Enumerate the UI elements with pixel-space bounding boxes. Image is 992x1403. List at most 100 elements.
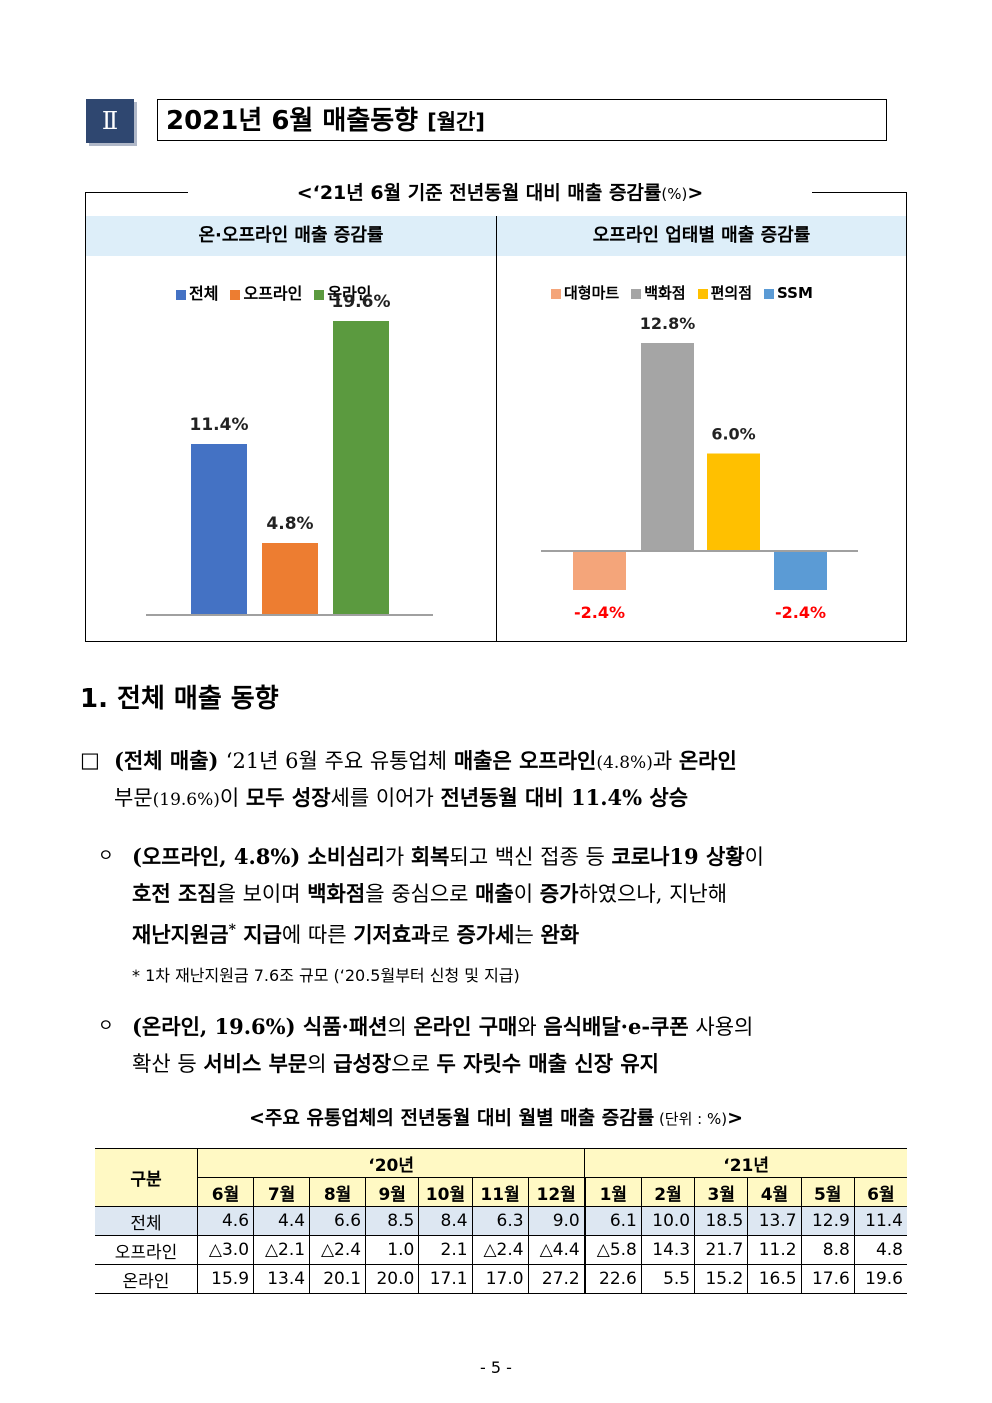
text-run: 이	[513, 882, 540, 906]
table-cell: 11.2	[747, 1235, 802, 1265]
table-cell: 13.4	[253, 1264, 311, 1294]
text-run: 재난지원금	[132, 922, 229, 947]
table-row: 온라인 15.9 13.4 20.1 20.0 17.1 17.0 27.2 22.6 5.5 15…	[95, 1264, 907, 1294]
legend-item: SSM	[764, 284, 813, 302]
text-run: (온라인, 19.6%)	[132, 1014, 303, 1039]
text-run: (전체 매출)	[114, 748, 226, 773]
table-corner: 구분	[95, 1148, 198, 1207]
heading-overall-sales: 1. 전체 매출 동향	[80, 684, 279, 714]
chart-left-title: 온·오프라인 매출 증감률	[86, 216, 496, 256]
table-cell: 21.7	[694, 1235, 749, 1265]
text-run: (19.6%)	[152, 790, 220, 810]
text-run: ‘21년 6월 주요 유통업체	[225, 749, 454, 773]
text-run: *	[228, 922, 236, 938]
legend-swatch	[230, 289, 241, 300]
text-run: 사용의	[688, 1015, 754, 1039]
table-cell: 18.5	[694, 1206, 749, 1236]
table-cell: 9.0	[527, 1206, 586, 1236]
table-month-header: 7월	[253, 1177, 311, 1207]
table-month-header: 11월	[471, 1177, 529, 1207]
table-month-row: 6월 7월 8월 9월 10월 11월 12월 1월 2월 3월 4월 5월 6월	[95, 1177, 907, 1207]
text-run: (4.8%)	[596, 753, 653, 773]
table-year-2021: ‘21년	[584, 1148, 907, 1178]
text-run: 과	[652, 749, 679, 773]
legend-label: 전체	[189, 284, 219, 303]
table-cell: 20.1	[309, 1264, 367, 1294]
table-month-header: 8월	[309, 1177, 367, 1207]
text-run: 에 따른	[281, 923, 354, 947]
legend-swatch	[764, 288, 775, 299]
section-title-suffix: [월간]	[427, 110, 485, 134]
bar-1	[262, 543, 318, 615]
table-cell: △2.4	[471, 1235, 529, 1265]
text-run: 두 자릿수 매출 신장 유지	[436, 1051, 659, 1076]
bullet-offline-line2: 호전 조짐을 보이며 백화점을 중심으로 매출이 증가하였으나, 지난해	[132, 875, 727, 913]
bar-2	[333, 321, 389, 615]
table-caption-close: >	[727, 1107, 744, 1129]
table-month-header: 5월	[800, 1177, 855, 1207]
legend-item: 온라인	[314, 284, 372, 303]
table-cell: 22.6	[583, 1264, 642, 1294]
table-cell: 6.6	[309, 1206, 367, 1236]
text-run: 회복	[410, 844, 450, 869]
chart-divider	[496, 216, 497, 642]
text-run: 오프라인	[519, 748, 597, 773]
table-cell: 4.6	[196, 1206, 255, 1236]
text-run: 으로	[391, 1052, 437, 1076]
table-cell: 20.0	[365, 1264, 420, 1294]
bullet-main-line2: 부문(19.6%)이 모두 성장세를 이어가 전년동월 대비 11.4% 상승	[114, 779, 688, 819]
table-cell: 8.5	[365, 1206, 420, 1236]
text-run: 되고 백신 접종 등	[449, 845, 612, 869]
legend-label: 편의점	[710, 284, 753, 302]
chart-caption-unit: (%)	[661, 185, 688, 203]
legend-label: 백화점	[644, 284, 686, 302]
table-month-header: 3월	[694, 1177, 749, 1207]
table-month-header: 2월	[640, 1177, 696, 1207]
page-number: - 5 -	[480, 1358, 512, 1377]
bullet-offline-line3: 재난지원금* 지급에 따른 기저효과로 증가세는 완화	[132, 912, 579, 954]
text-run: (오프라인, 4.8%) 소비심리	[132, 844, 385, 869]
chart-right-title: 오프라인 업태별 매출 증감률	[497, 216, 906, 256]
bullet-main-line1: (전체 매출) ‘21년 6월 주요 유통업체 매출은 오프라인(4.8%)과 …	[114, 742, 737, 782]
table-month-header: 6월	[197, 1177, 255, 1207]
table-caption: <주요 유통업체의 전년동월 대비 월별 매출 증감률 (단위 : %)>	[0, 1103, 992, 1130]
table-cell: 17.6	[800, 1264, 855, 1294]
text-run: 서비스 부문	[203, 1051, 308, 1076]
table-cell: 6.1	[583, 1206, 642, 1236]
text-run: 와	[517, 1015, 544, 1039]
chart-caption-text: <‘21년 6월 기준 전년동월 대비 매출 증감률	[296, 182, 662, 204]
chart-right-plot: -2.4% 12.8% 6.0% -2.4%	[541, 314, 858, 622]
bullet-offline-symbol: ㅇ	[98, 846, 114, 866]
bar-label-1: 12.8%	[640, 314, 696, 333]
text-run: 의	[307, 1052, 334, 1076]
bar-1	[641, 343, 694, 551]
table-cell: 12.9	[800, 1206, 855, 1236]
text-run: 매출은	[453, 748, 520, 773]
table-caption-unit: (단위 : %)	[654, 1110, 728, 1128]
table-month-header: 1월	[583, 1177, 642, 1207]
table-cell: 17.0	[471, 1264, 529, 1294]
text-run: 온라인 구매	[413, 1014, 518, 1039]
legend-swatch	[314, 289, 325, 300]
table-cell: 14.3	[640, 1235, 696, 1265]
bullet-offline-line1: (오프라인, 4.8%) 소비심리가 회복되고 백신 접종 등 코로나19 상황…	[132, 838, 764, 876]
legend-swatch	[176, 289, 186, 300]
table-month-header: 12월	[527, 1177, 586, 1207]
text-run: 온라인	[678, 748, 737, 773]
legend-label: SSM	[777, 284, 813, 302]
bar-3	[774, 551, 827, 590]
chart-left-legend: 전체 오프라인 온라인	[176, 280, 384, 304]
text-run: 코로나19 상황	[611, 844, 745, 869]
chart-left-plot: 11.4% 4.8% 19.6%	[146, 292, 433, 616]
text-run: 부문	[114, 786, 153, 810]
legend-item: 백화점	[631, 284, 686, 302]
table-row: 오프라인 △3.0 △2.1 △2.4 1.0 2.1 △2.4 △4.4 △5.8 14.3 21…	[95, 1235, 907, 1265]
legend-label: 오프라인	[243, 284, 303, 303]
text-run: 증가	[539, 881, 579, 906]
chart-right-legend: 대형마트 백화점 편의점 SSM	[551, 282, 825, 303]
table-row-label: 전체	[95, 1206, 198, 1236]
legend-item: 대형마트	[551, 284, 619, 302]
legend-item: 전체	[176, 284, 218, 303]
table-cell: 10.0	[640, 1206, 696, 1236]
legend-label: 온라인	[327, 284, 372, 303]
